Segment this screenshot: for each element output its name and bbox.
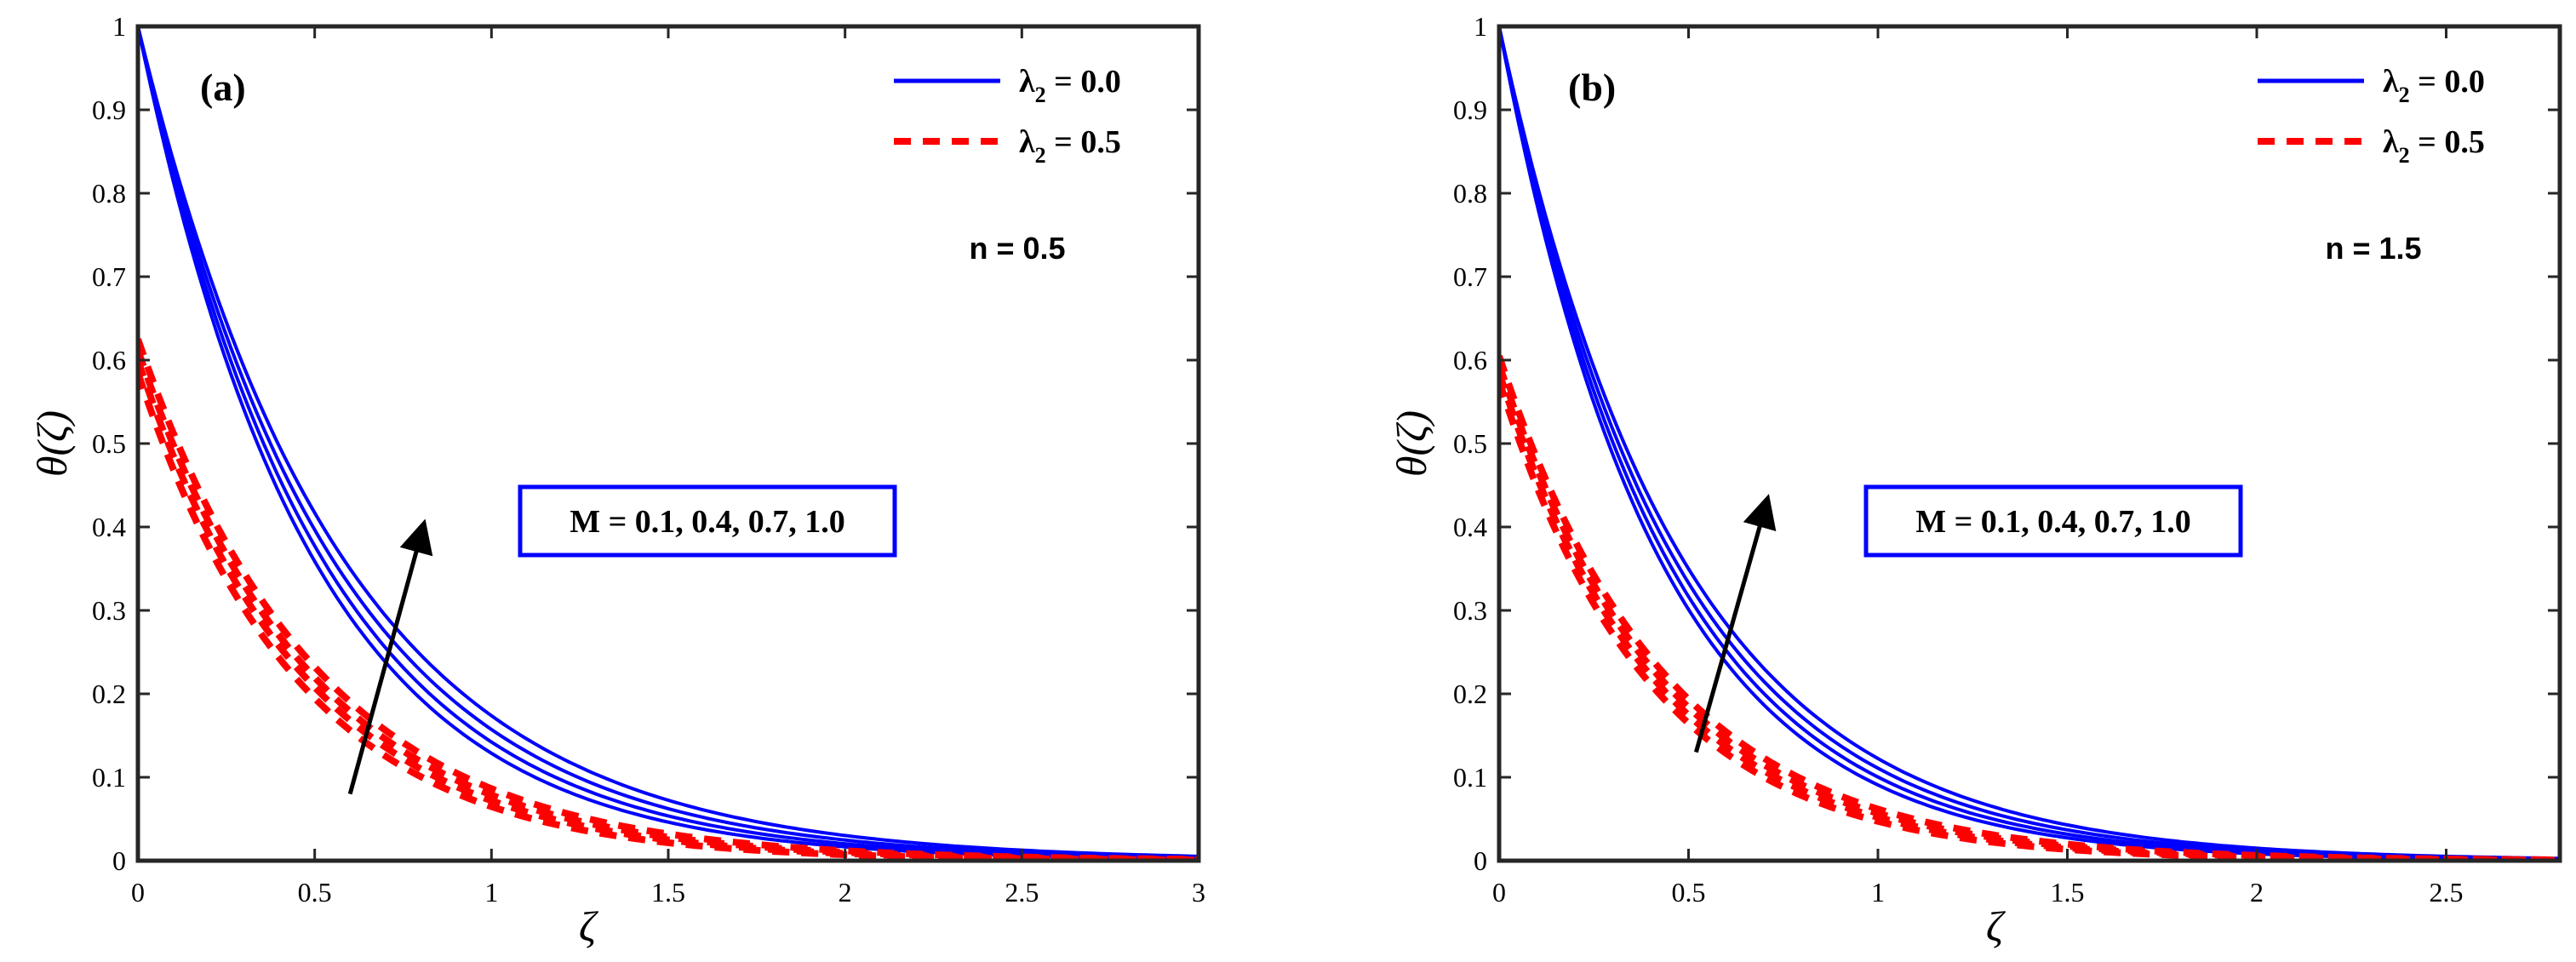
y-tick-label: 0.9	[92, 94, 126, 125]
x-axis-label: ζ	[1986, 902, 2006, 950]
x-tick-label: 1	[484, 877, 498, 908]
legend-label: λ2 = 0.5	[2383, 124, 2485, 168]
y-tick-label: 0.7	[92, 261, 126, 292]
y-tick-label: 0.2	[1453, 679, 1487, 709]
x-tick-label: 3	[1192, 877, 1205, 908]
y-tick-label: 0.8	[1453, 178, 1487, 209]
y-tick-label: 0.5	[92, 428, 126, 459]
y-tick-label: 0.4	[92, 512, 126, 542]
x-tick-label: 2	[2250, 877, 2264, 908]
plot-area	[1499, 26, 2560, 861]
y-tick-label: 0.1	[1453, 762, 1487, 793]
legend-subscript: 2	[2399, 143, 2410, 168]
annotation-box	[518, 484, 897, 558]
x-tick-label: 0.5	[298, 877, 332, 908]
trend-arrow	[1693, 494, 1777, 753]
y-tick-label: 0.3	[1453, 595, 1487, 626]
annotation-text: M = 0.1, 0.4, 0.7, 1.0	[570, 504, 845, 540]
panel-label: (b)	[1568, 66, 1616, 109]
y-tick-label: 0	[1474, 845, 1487, 876]
legend-subscript: 2	[1035, 143, 1046, 168]
legend-subscript: 2	[1035, 83, 1046, 107]
y-tick-label: 0.3	[92, 595, 126, 626]
y-tick-label: 1	[112, 11, 126, 42]
panel-label: (a)	[200, 66, 246, 109]
legend-value: = 0.0	[1046, 64, 1121, 100]
x-tick-label: 2	[839, 877, 852, 908]
legend-symbol: λ	[2383, 124, 2399, 160]
y-tick-label: 1	[1474, 11, 1487, 42]
y-tick-label: 0.4	[1453, 512, 1487, 542]
legend-symbol: λ	[2383, 64, 2399, 100]
plot-area	[138, 26, 1199, 861]
series-line-7	[1499, 363, 2560, 861]
x-tick-label: 2.5	[1005, 877, 1039, 908]
series-line-6	[1499, 371, 2560, 861]
legend-subscript: 2	[2399, 83, 2410, 107]
y-tick-label: 0.2	[92, 679, 126, 709]
legend-value: = 0.5	[1046, 124, 1121, 160]
x-axis-label: ζ	[579, 902, 599, 950]
legend-value: = 0.5	[2410, 124, 2485, 160]
x-tick-label: 0	[1492, 877, 1506, 908]
parameter-text: n = 0.5	[969, 231, 1065, 266]
panel-a: 0 0.5 1 1.5 2 2.5 3 0 0.1 0.2 0.3 0.4 0.5 0.6 0.7 0.8 0.…	[28, 11, 1205, 950]
annotation-text: M = 0.1, 0.4, 0.7, 1.0	[1915, 504, 2191, 540]
y-tick-label: 0.1	[92, 762, 126, 793]
x-tick-label: 1.5	[2051, 877, 2085, 908]
legend-label: λ2 = 0.5	[1019, 124, 1121, 168]
legend-symbol: λ	[1019, 124, 1035, 160]
trend-arrow	[347, 518, 433, 795]
x-tick-label: 1.5	[651, 877, 685, 908]
y-tick-label: 0.6	[1453, 345, 1487, 375]
series-line-6	[138, 358, 1199, 861]
legend-label: λ2 = 0.0	[2383, 64, 2485, 107]
y-axis-label: θ(ζ)	[1388, 410, 1435, 477]
y-axis-label: θ(ζ)	[28, 410, 76, 477]
x-tick-label: 2.5	[2430, 877, 2464, 908]
series-group	[1499, 26, 2560, 861]
x-tick-label: 1	[1871, 877, 1885, 908]
legend-label: λ2 = 0.0	[1019, 64, 1121, 107]
parameter-text: n = 1.5	[2325, 231, 2421, 266]
series-line-4	[1499, 26, 2560, 861]
x-tick-label: 0.5	[1672, 877, 1706, 908]
legend-value: = 0.0	[2410, 64, 2485, 100]
x-tick-label: 0	[131, 877, 145, 908]
y-tick-label: 0.6	[92, 345, 126, 375]
y-tick-label: 0.5	[1453, 428, 1487, 459]
y-tick-label: 0	[112, 845, 126, 876]
series-line-8	[1499, 354, 2560, 861]
panel-b: 0 0.5 1 1.5 2 2.5 0 0.1 0.2 0.3 0.4 0.5 0.6 0.7 0.8 0.9…	[1388, 11, 2562, 950]
y-tick-label: 0.9	[1453, 94, 1487, 125]
y-tick-label: 0.8	[92, 178, 126, 209]
y-tick-label: 0.7	[1453, 261, 1487, 292]
legend-symbol: λ	[1019, 64, 1035, 100]
annotation-box	[1863, 484, 2243, 558]
